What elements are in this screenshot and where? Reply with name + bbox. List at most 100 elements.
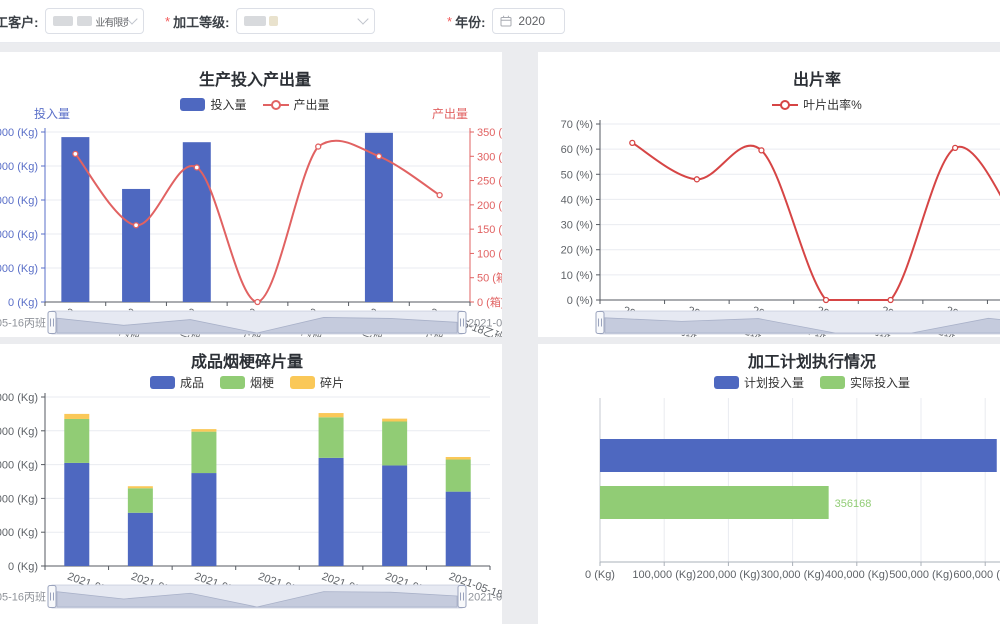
legend-item-计划投入量[interactable]: 计划投入量 xyxy=(713,374,804,391)
chart-title: 生产投入产出量 xyxy=(198,72,311,89)
datazoom-handle-right[interactable] xyxy=(457,311,467,334)
chevron-down-icon xyxy=(357,13,370,25)
legend-label: 叶片出率% xyxy=(803,98,862,112)
line-legend-icon xyxy=(772,99,799,110)
line-legend-icon xyxy=(262,99,289,110)
bar-series xyxy=(61,132,393,302)
panel-plan-execution: 加工计划执行情况 计划投入量 实际投入量 0 (Kg) 100,000 (Kg) 20… xyxy=(538,344,1000,624)
svg-text:20 (%): 20 (%) xyxy=(561,245,593,257)
bar-legend-icon xyxy=(180,98,206,111)
required-mark: * xyxy=(165,13,171,29)
datazoom-handle-right[interactable] xyxy=(457,585,467,608)
chart-legend: 成品 烟梗 碎片 xyxy=(0,374,502,391)
chart-canvas-production-input-output[interactable]: 0 (Kg) 20,000 (Kg) 40,000 (Kg) 60,000 (Kg) 8… xyxy=(0,52,502,337)
datazoom-handle-left[interactable] xyxy=(47,311,57,334)
filter-year-label: 年份: xyxy=(455,14,486,30)
redacted-text-block xyxy=(77,16,93,26)
chevron-down-icon xyxy=(126,13,139,25)
year-value: 2020 xyxy=(518,14,546,28)
panel-product-stem-fragment: 成品烟梗碎片量 成品 烟梗 碎片 0 (Kg) 20,000 (Kg) 40,000 (… xyxy=(0,344,502,624)
svg-text:100 (箱): 100 (箱) xyxy=(477,246,502,260)
svg-text:60,000 (Kg): 60,000 (Kg) xyxy=(0,460,38,472)
line-series xyxy=(629,139,1000,304)
legend-item-成品[interactable]: 成品 xyxy=(149,374,204,391)
svg-text:100,000 (Kg): 100,000 (Kg) xyxy=(0,127,38,139)
legend-item-叶片出率%[interactable]: 叶片出率% xyxy=(772,96,862,113)
datazoom-slider[interactable] xyxy=(595,310,1000,335)
svg-text:0 (%): 0 (%) xyxy=(567,295,593,307)
svg-text:200,000 (Kg): 200,000 (Kg) xyxy=(697,569,761,581)
year-picker[interactable]: 2020 xyxy=(492,8,566,34)
calendar-icon xyxy=(500,15,512,27)
svg-text:0 (Kg): 0 (Kg) xyxy=(585,569,615,581)
bar-legend-icon xyxy=(149,376,175,389)
legend-label: 产出量 xyxy=(293,98,330,112)
legend-item-碎片[interactable]: 碎片 xyxy=(290,374,344,391)
svg-text:20,000 (Kg): 20,000 (Kg) xyxy=(0,263,38,275)
filter-year: * 年份: 2020 xyxy=(447,0,566,42)
svg-text:50 (%): 50 (%) xyxy=(561,169,593,181)
chart-canvas-slice-rate[interactable]: 0 (%) 10 (%) 20 (%) 30 (%) 40 (%) 50 (%) 60 (%… xyxy=(538,52,1000,337)
legend-label: 实际投入量 xyxy=(850,376,911,390)
hbar-series: 356168 xyxy=(600,439,997,519)
svg-text:2021-05-16丙班: 2021-05-16丙班 xyxy=(0,591,46,604)
datazoom-handle-left[interactable] xyxy=(595,311,605,334)
svg-text:0 (Kg): 0 (Kg) xyxy=(8,297,38,309)
filter-customer: * 加工客户: 业有限责任公 xyxy=(0,0,145,42)
svg-text:0 (Kg): 0 (Kg) xyxy=(8,561,38,573)
bar-legend-icon xyxy=(820,376,845,389)
svg-text:500,000 (Kg): 500,000 (Kg) xyxy=(889,569,953,581)
chart-title: 成品烟梗碎片量 xyxy=(190,354,303,371)
svg-text:2021-05-18乙班: 2021-05-18乙班 xyxy=(468,317,502,330)
panel-slice-rate: 出片率 叶片出率% 0 (%) 10 (%) 20 (%) 30 (%) 40 (%) 5… xyxy=(538,52,1000,337)
customer-select[interactable]: 业有限责任公 xyxy=(45,8,145,34)
grade-select[interactable] xyxy=(236,8,376,34)
svg-text:400,000 (Kg): 400,000 (Kg) xyxy=(825,569,889,581)
legend-item-投入量[interactable]: 投入量 xyxy=(180,96,247,113)
redacted-text-block xyxy=(269,16,279,26)
filter-customer-label: 加工客户: xyxy=(0,14,39,30)
chart-title: 出片率 xyxy=(792,72,841,89)
chart-legend: 投入量 产出量 xyxy=(0,96,502,113)
svg-text:80,000 (Kg): 80,000 (Kg) xyxy=(0,426,38,438)
svg-text:100,000 (Kg): 100,000 (Kg) xyxy=(632,569,696,581)
legend-item-烟梗[interactable]: 烟梗 xyxy=(219,374,274,391)
required-mark: * xyxy=(447,13,453,29)
redacted-text-block xyxy=(53,16,74,26)
legend-label: 成品 xyxy=(179,376,204,390)
bar-legend-icon xyxy=(290,376,315,389)
filter-bar: * 加工客户: 业有限责任公 * 加工等级: * 年份: 2020 xyxy=(0,0,1000,43)
legend-label: 计划投入量 xyxy=(743,376,804,390)
svg-text:40,000 (Kg): 40,000 (Kg) xyxy=(0,493,38,505)
line-series xyxy=(72,139,443,306)
legend-label: 碎片 xyxy=(320,376,345,390)
datazoom-handle-left[interactable] xyxy=(47,585,57,608)
svg-text:0 (箱): 0 (箱) xyxy=(477,295,502,309)
datazoom-slider[interactable]: 2021-05-16丙班 2021-05-18乙班 xyxy=(0,584,502,609)
svg-text:150 (箱): 150 (箱) xyxy=(477,222,502,236)
legend-item-产出量[interactable]: 产出量 xyxy=(262,96,330,113)
svg-text:40,000 (Kg): 40,000 (Kg) xyxy=(0,229,38,241)
svg-text:300 (箱): 300 (箱) xyxy=(477,149,502,163)
svg-text:80,000 (Kg): 80,000 (Kg) xyxy=(0,161,38,173)
svg-text:20,000 (Kg): 20,000 (Kg) xyxy=(0,527,38,539)
filter-grade: * 加工等级: xyxy=(165,0,376,42)
svg-text:50 (箱): 50 (箱) xyxy=(477,271,502,285)
svg-text:60,000 (Kg): 60,000 (Kg) xyxy=(0,195,38,207)
bar-legend-icon xyxy=(713,376,739,389)
svg-text:投入量: 投入量 xyxy=(34,106,70,121)
svg-text:2021-05-16丙班: 2021-05-16丙班 xyxy=(0,317,46,330)
stacked-bar-series xyxy=(64,413,471,566)
chart-legend: 计划投入量 实际投入量 xyxy=(542,374,1000,391)
svg-text:250 (箱): 250 (箱) xyxy=(477,174,502,188)
svg-text:300,000 (Kg): 300,000 (Kg) xyxy=(761,569,825,581)
chart-canvas-plan-execution[interactable]: 0 (Kg) 100,000 (Kg) 200,000 (Kg) 300,000 (K… xyxy=(538,344,1000,624)
svg-text:356168: 356168 xyxy=(835,498,872,510)
svg-text:70 (%): 70 (%) xyxy=(561,119,593,131)
legend-item-实际投入量[interactable]: 实际投入量 xyxy=(820,374,910,391)
svg-text:40 (%): 40 (%) xyxy=(561,194,593,206)
customer-select-value: 业有限责任公 xyxy=(95,17,128,29)
svg-text:产出量: 产出量 xyxy=(432,107,468,121)
svg-text:350 (箱): 350 (箱) xyxy=(477,125,502,139)
datazoom-slider[interactable]: 2021-05-16丙班 2021-05-18乙班 xyxy=(0,310,502,335)
